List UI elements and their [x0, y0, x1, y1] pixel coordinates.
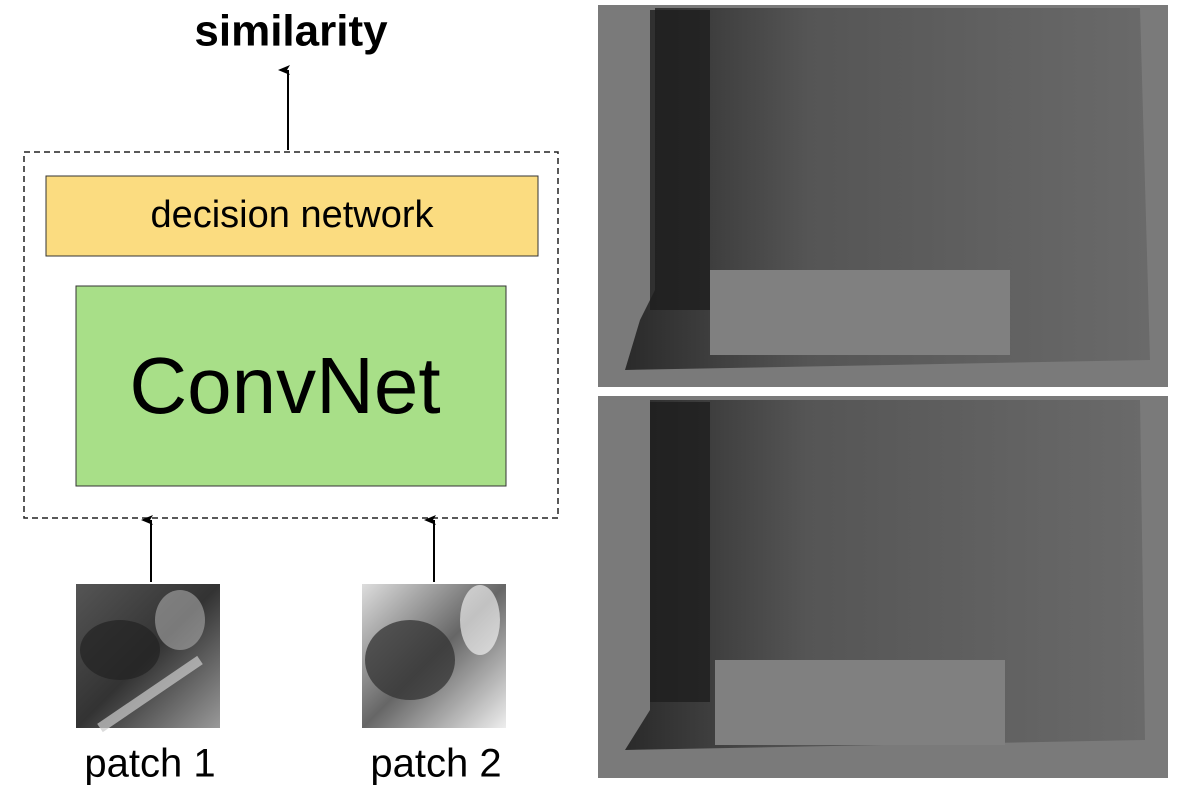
patch-image — [362, 584, 506, 728]
patch-label: patch 1 — [84, 742, 215, 786]
patch-image — [76, 584, 220, 728]
depth-map — [598, 5, 1168, 387]
output-label: similarity — [194, 7, 388, 56]
patch-label: patch 2 — [370, 742, 501, 786]
block-label: decision network — [150, 194, 434, 236]
diagram: similarity decision network ConvNet patc… — [0, 0, 1183, 789]
depth-map — [598, 396, 1168, 778]
block-label: ConvNet — [129, 341, 440, 430]
